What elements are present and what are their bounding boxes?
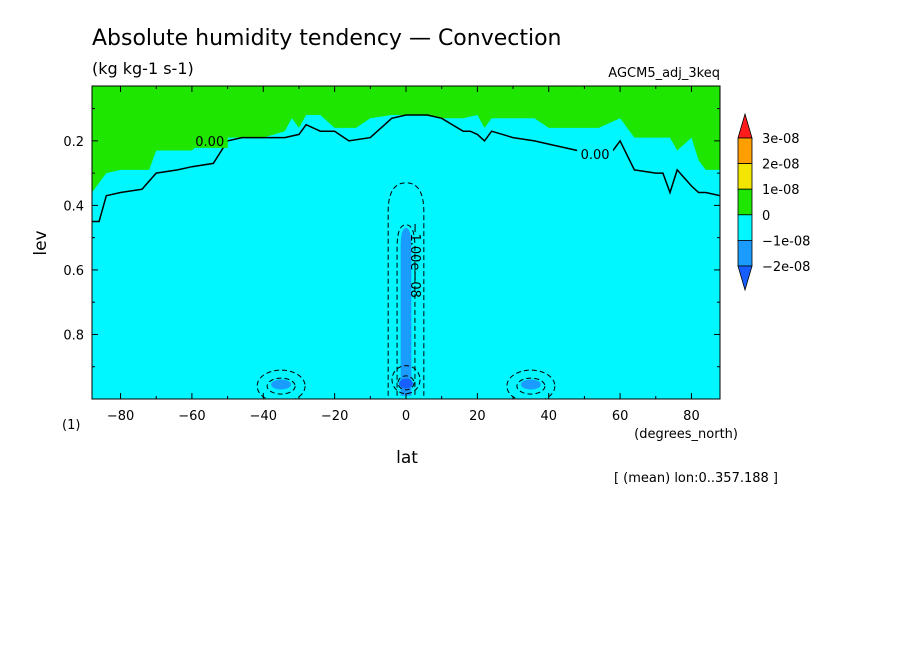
zero-contour-line [92, 114, 720, 223]
plot-area: 0.00 0.00 −1.00e−08 [92, 86, 720, 399]
south-subtropic-contour-inner [266, 377, 296, 395]
negative-contour-label: −1.00e−08 [407, 223, 422, 298]
y-tick-label: 0.2 [63, 135, 84, 150]
colorbar-bottom-arrow [737, 265, 753, 292]
colorbar-top-arrow [737, 112, 753, 139]
y-axis-label: lev [31, 230, 51, 255]
x-tick-label: 40 [540, 409, 557, 424]
chart-title: Absolute humidity tendency — Convection [92, 26, 562, 51]
south-subtropic-contour-outer [256, 369, 306, 399]
x-tick-label: −40 [250, 409, 277, 424]
north-subtropic-contour-inner [516, 377, 546, 395]
x-tick-label: 0 [402, 409, 410, 424]
colorbar-label: 0 [762, 209, 770, 224]
colorbar-label: −1e-08 [762, 234, 810, 249]
x-tick-label: 20 [469, 409, 486, 424]
y-tick-label: 0.6 [63, 264, 84, 279]
south-subtropic-blob-fill [271, 379, 292, 390]
model-label: AGCM5_adj_3keq [608, 66, 720, 81]
zero-contour-label-bg-2 [577, 144, 614, 161]
north-subtropic-contour-outer [506, 369, 556, 399]
zero-contour-label-1: 0.00 [195, 135, 224, 150]
zero-contour-label-2: 0.00 [581, 148, 610, 163]
colorbar-label: 3e-08 [762, 132, 800, 147]
colorbar-swatch [737, 163, 753, 190]
colorbar-label: 2e-08 [762, 158, 800, 173]
equator-mid-contour [396, 224, 416, 396]
y-tick-label: 0.4 [63, 199, 84, 214]
equator-ring-contour-1 [391, 365, 421, 395]
colorbar-swatch [737, 188, 753, 216]
footnote: [ (mean) lon:0..357.188 ] [614, 471, 778, 486]
colorbar-swatch [737, 214, 753, 241]
colorbar-label: −2e-08 [762, 260, 810, 275]
equator-core-fill [399, 378, 413, 389]
equator-column-fill [400, 227, 412, 396]
x-units-label: (degrees_north) [634, 427, 738, 442]
x-tick-label: −80 [107, 409, 134, 424]
colorbar-swatch [737, 239, 753, 267]
y-units-label: (1) [62, 418, 80, 433]
x-tick-label: 60 [612, 409, 629, 424]
x-tick-label: −20 [321, 409, 348, 424]
zero-contour-label-bg-1 [191, 131, 228, 148]
y-tick-label: 0.8 [63, 328, 84, 343]
x-tick-label: −60 [178, 409, 205, 424]
positive-region-fill [92, 86, 720, 193]
colorbar-swatch [737, 137, 753, 165]
colorbar-label: 1e-08 [762, 183, 800, 198]
units-label: (kg kg-1 s-1) [92, 59, 194, 78]
x-tick-label: 80 [683, 409, 700, 424]
north-subtropic-blob-fill [520, 379, 541, 390]
equator-ring-contour-2 [397, 375, 415, 391]
x-axis-label: lat [396, 448, 418, 468]
equator-outer-contour [387, 182, 425, 396]
